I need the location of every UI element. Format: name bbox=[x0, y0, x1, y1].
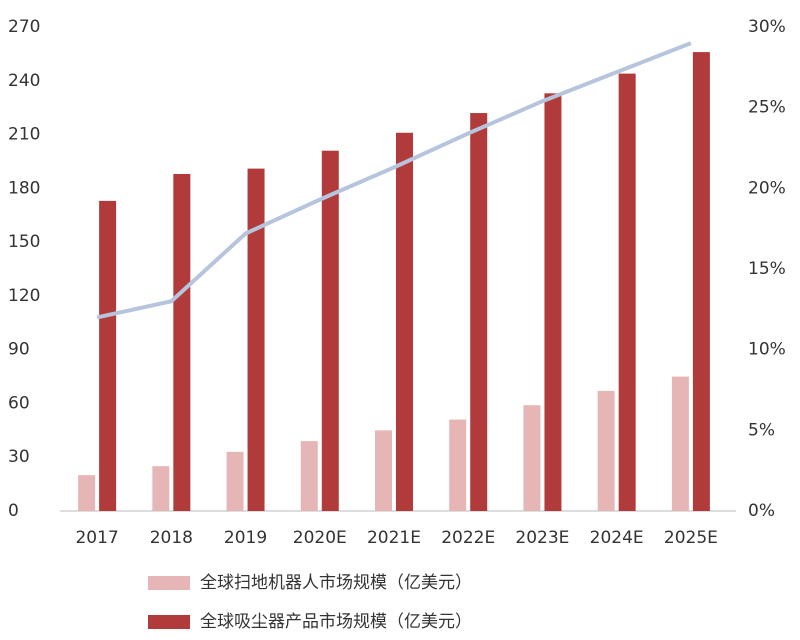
bar bbox=[321, 150, 339, 511]
y-tick-label: 30 bbox=[8, 447, 30, 467]
bar bbox=[300, 441, 318, 511]
y-tick-label: 210 bbox=[8, 125, 40, 145]
x-tick-label: 2025E bbox=[664, 528, 718, 548]
bar bbox=[618, 73, 636, 511]
y2-tick-label: 30% bbox=[748, 17, 786, 37]
y2-tick-label: 20% bbox=[748, 178, 786, 198]
bar bbox=[470, 113, 488, 512]
bar bbox=[523, 405, 541, 511]
x-tick-label: 2023E bbox=[515, 528, 569, 548]
bar bbox=[152, 466, 170, 511]
bar bbox=[78, 475, 96, 511]
bar bbox=[375, 430, 392, 511]
bar bbox=[226, 451, 244, 511]
y-tick-label: 90 bbox=[8, 340, 30, 360]
line bbox=[96, 41, 692, 320]
y-tick-label: 150 bbox=[8, 232, 40, 252]
bar bbox=[396, 132, 413, 511]
legend-label: 全球吸尘器产品市场规模（亿美元） bbox=[200, 612, 472, 632]
bar bbox=[544, 93, 562, 511]
y-tick-label: 120 bbox=[8, 286, 40, 306]
x-tick-label: 2024E bbox=[590, 528, 644, 548]
x-tick-label: 2020E bbox=[293, 528, 347, 548]
x-tick-label: 2021E bbox=[367, 528, 421, 548]
y2-tick-label: 10% bbox=[748, 340, 786, 360]
y-tick-label: 240 bbox=[8, 71, 40, 91]
bar bbox=[449, 419, 467, 511]
y-tick-label: 60 bbox=[8, 393, 30, 413]
bar bbox=[692, 52, 710, 512]
y2-tick-label: 25% bbox=[748, 98, 786, 118]
y-tick-label: 0 bbox=[8, 501, 19, 521]
legend-label: 全球扫地机器人市场规模（亿美元） bbox=[200, 573, 472, 593]
legend-swatch bbox=[148, 576, 190, 590]
legend-swatch bbox=[148, 615, 190, 629]
bar bbox=[671, 376, 689, 511]
bar bbox=[597, 390, 615, 511]
bar bbox=[99, 200, 117, 512]
x-tick-label: 2017 bbox=[75, 528, 118, 548]
y-tick-label: 180 bbox=[8, 178, 40, 198]
y2-tick-label: 0% bbox=[748, 501, 775, 521]
x-tick-label: 2019 bbox=[224, 528, 267, 548]
y2-tick-label: 15% bbox=[748, 259, 786, 279]
y-tick-label: 270 bbox=[8, 17, 40, 37]
x-tick-label: 2018 bbox=[150, 528, 193, 548]
x-tick-label: 2022E bbox=[441, 528, 495, 548]
bar bbox=[247, 168, 265, 512]
y2-tick-label: 5% bbox=[748, 420, 775, 440]
bar bbox=[173, 173, 191, 511]
